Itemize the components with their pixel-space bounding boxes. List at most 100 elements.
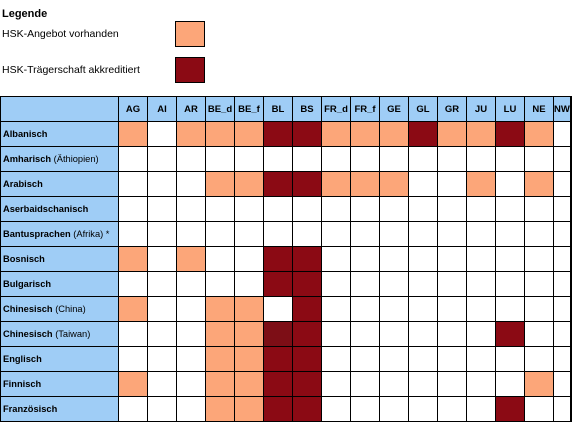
column-header-ju: JU (466, 96, 496, 122)
status-cell (408, 321, 438, 347)
status-cell (263, 346, 293, 372)
status-cell (292, 296, 322, 322)
status-cell (495, 171, 525, 197)
status-cell (292, 146, 322, 172)
status-cell (408, 296, 438, 322)
status-cell (553, 146, 571, 172)
language-name: Bantusprachen (3, 229, 71, 239)
status-cell (379, 396, 409, 422)
table-row: Arabisch (0, 171, 572, 197)
status-cell (569, 221, 572, 247)
status-cell (569, 296, 572, 322)
status-cell (147, 371, 177, 397)
status-cell (379, 196, 409, 222)
status-cell (205, 146, 235, 172)
table-row: Bulgarisch (0, 271, 572, 297)
status-cell (205, 396, 235, 422)
row-label: Finnisch (0, 371, 119, 397)
table-corner-cell (0, 96, 119, 122)
status-cell (437, 321, 467, 347)
status-cell (379, 296, 409, 322)
status-cell (524, 171, 554, 197)
status-cell (118, 346, 148, 372)
status-cell (437, 171, 467, 197)
status-cell (379, 321, 409, 347)
status-cell (292, 396, 322, 422)
status-cell (437, 346, 467, 372)
status-cell (524, 146, 554, 172)
status-cell (569, 371, 572, 397)
status-cell (437, 271, 467, 297)
status-cell (495, 396, 525, 422)
row-label: Chinesisch (China) (0, 296, 119, 322)
status-cell (553, 171, 571, 197)
status-cell (321, 171, 351, 197)
status-cell (205, 246, 235, 272)
column-header-ar: AR (176, 96, 206, 122)
status-cell (350, 396, 380, 422)
status-cell (147, 321, 177, 347)
row-label: Bantusprachen (Afrika) * (0, 221, 119, 247)
status-cell (495, 146, 525, 172)
status-cell (234, 221, 264, 247)
status-cell (524, 346, 554, 372)
status-cell (524, 396, 554, 422)
status-cell (292, 346, 322, 372)
language-name: Aserbaidschanisch (3, 204, 89, 214)
status-cell (466, 371, 496, 397)
table-row: Englisch (0, 346, 572, 372)
status-cell (350, 271, 380, 297)
column-header-ne: NE (524, 96, 554, 122)
language-region: (Afrika) * (70, 229, 110, 239)
table-row: Albanisch (0, 121, 572, 147)
status-cell (553, 371, 571, 397)
status-cell (524, 121, 554, 147)
status-cell (569, 146, 572, 172)
legend-label-accredited: HSK-Trägerschaft akkreditiert (2, 64, 140, 76)
row-label: Englisch (0, 346, 119, 372)
status-cell (466, 146, 496, 172)
status-cell (234, 371, 264, 397)
column-header-bl: BL (263, 96, 293, 122)
status-cell (292, 321, 322, 347)
status-cell (263, 196, 293, 222)
status-cell (263, 171, 293, 197)
table-row: Chinesisch (Taiwan) (0, 321, 572, 347)
status-cell (569, 271, 572, 297)
status-cell (234, 321, 264, 347)
status-cell (379, 121, 409, 147)
column-header-gr: GR (437, 96, 467, 122)
status-cell (495, 346, 525, 372)
status-cell (118, 246, 148, 272)
status-cell (234, 346, 264, 372)
status-cell (263, 221, 293, 247)
status-cell (234, 171, 264, 197)
table-row: Bosnisch (0, 246, 572, 272)
status-cell (321, 221, 351, 247)
language-name: Amharisch (3, 154, 52, 164)
table-row: Aserbaidschanisch (0, 196, 572, 222)
status-cell (147, 346, 177, 372)
row-label: Französisch (0, 396, 119, 422)
language-canton-table: AG AI AR BE_d BE_f BL BS FR_d FR_f GE GL GR JU LU NE NW… (0, 96, 572, 422)
column-header-be_d: BE_d (205, 96, 235, 122)
status-cell (321, 121, 351, 147)
status-cell (292, 121, 322, 147)
status-cell (466, 121, 496, 147)
status-cell (321, 371, 351, 397)
status-cell (176, 121, 206, 147)
status-cell (176, 171, 206, 197)
status-cell (553, 121, 571, 147)
status-cell (292, 271, 322, 297)
status-cell (292, 246, 322, 272)
status-cell (263, 146, 293, 172)
status-cell (495, 221, 525, 247)
status-cell (379, 246, 409, 272)
status-cell (437, 121, 467, 147)
status-cell (569, 246, 572, 272)
column-header-lu: LU (495, 96, 525, 122)
language-region: (China) (52, 304, 86, 314)
status-cell (234, 246, 264, 272)
status-cell (147, 171, 177, 197)
status-cell (437, 396, 467, 422)
